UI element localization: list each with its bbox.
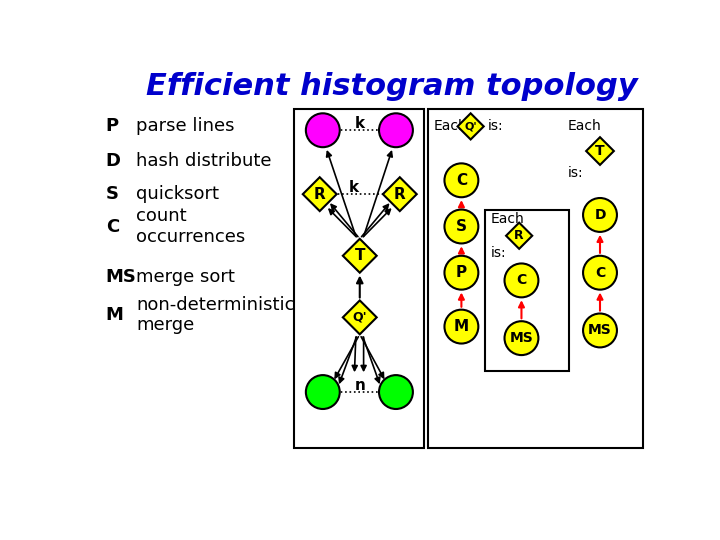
FancyBboxPatch shape [294,110,425,448]
Text: quicksort: quicksort [137,185,220,203]
Text: R: R [314,187,325,201]
Circle shape [583,314,617,347]
Text: D: D [594,208,606,222]
Text: non-deterministic
merge: non-deterministic merge [137,296,295,334]
Text: C: C [456,173,467,188]
Text: parse lines: parse lines [137,117,235,136]
Text: k: k [355,116,365,131]
Circle shape [444,256,478,289]
Text: hash distribute: hash distribute [137,152,272,170]
Polygon shape [343,239,377,273]
Text: merge sort: merge sort [137,267,235,286]
Text: T: T [595,144,605,158]
Circle shape [444,309,478,343]
Text: P: P [456,265,467,280]
Circle shape [444,210,478,244]
Text: C: C [516,273,526,287]
Circle shape [379,375,413,409]
Text: count
occurrences: count occurrences [137,207,246,246]
Text: Q': Q' [353,311,367,324]
Polygon shape [343,300,377,334]
Text: T: T [354,248,365,264]
Text: Efficient histogram topology: Efficient histogram topology [146,72,638,101]
Circle shape [444,164,478,197]
Text: MS: MS [588,323,612,338]
Circle shape [379,113,413,147]
FancyBboxPatch shape [485,210,570,372]
FancyBboxPatch shape [428,110,643,448]
Text: M: M [106,306,124,324]
Circle shape [306,375,340,409]
Text: is:: is: [487,119,503,133]
Text: S: S [456,219,467,234]
Text: MS: MS [106,267,137,286]
Text: n: n [354,377,365,393]
Text: is:: is: [567,166,583,180]
Circle shape [306,113,340,147]
Circle shape [505,264,539,298]
Text: S: S [106,185,119,203]
Polygon shape [383,177,417,211]
Polygon shape [457,113,484,139]
Circle shape [583,256,617,289]
Text: Q': Q' [464,122,477,131]
Circle shape [583,198,617,232]
Text: D: D [106,152,121,170]
Text: Each: Each [490,212,524,226]
Polygon shape [303,177,337,211]
Text: MS: MS [510,331,534,345]
Circle shape [505,321,539,355]
Text: R: R [514,230,524,242]
Text: P: P [106,117,119,136]
Text: C: C [106,218,119,235]
Polygon shape [586,137,614,165]
Text: k: k [348,180,359,195]
Text: Each: Each [433,119,467,133]
Text: M: M [454,319,469,334]
Text: Each: Each [567,119,601,133]
Polygon shape [506,222,532,249]
Text: C: C [595,266,605,280]
Text: R: R [394,187,405,201]
Text: is:: is: [490,246,506,260]
